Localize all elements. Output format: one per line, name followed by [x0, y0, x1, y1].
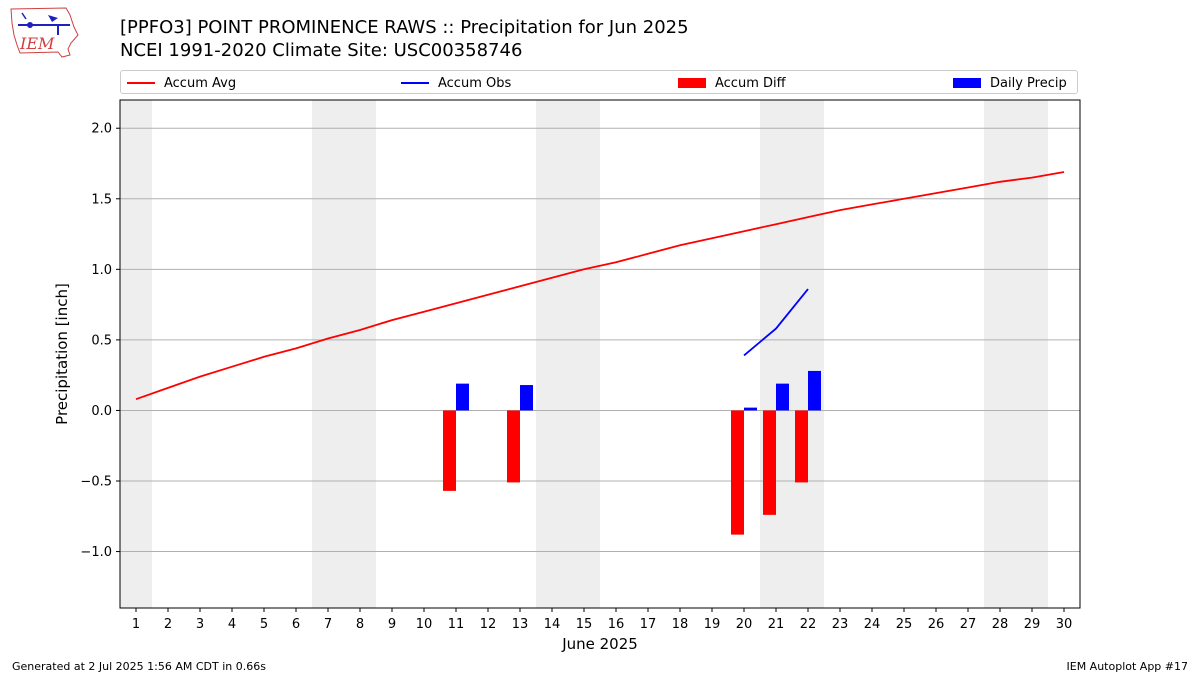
- daily-precip-bar: [744, 407, 757, 411]
- x-tick-label: 30: [1056, 617, 1073, 632]
- accum-avg-line: [135, 171, 1065, 401]
- daily-precip-bar: [456, 383, 469, 411]
- x-tick-label: 21: [768, 617, 785, 632]
- daily-precip-bar: [776, 383, 789, 411]
- x-axis-label: June 2025: [561, 635, 638, 653]
- y-tick-label: −0.5: [80, 475, 112, 490]
- x-tick-label: 9: [388, 617, 396, 632]
- legend-label-accum-diff: Accum Diff: [715, 75, 786, 91]
- x-tick-label: 23: [832, 617, 849, 632]
- legend-swatch-daily-precip: [953, 78, 981, 88]
- y-tick-label: 1.5: [91, 192, 112, 207]
- x-tick-label: 1: [132, 617, 140, 632]
- x-tick-label: 22: [800, 617, 817, 632]
- y-tick-label: 0.0: [91, 404, 112, 419]
- x-tick-label: 26: [928, 617, 945, 632]
- x-tick-label: 27: [960, 617, 977, 632]
- accum-diff-bar: [443, 410, 456, 491]
- accum-diff-bar: [507, 410, 520, 483]
- x-tick-label: 24: [864, 617, 881, 632]
- x-tick-label: 28: [992, 617, 1009, 632]
- x-tick-label: 15: [576, 617, 593, 632]
- y-axis-label: Precipitation [inch]: [53, 283, 71, 425]
- legend-item-daily-precip: Daily Precip: [953, 73, 1067, 93]
- x-tick-label: 11: [448, 617, 465, 632]
- x-tick-label: 19: [704, 617, 721, 632]
- weekend-band: [312, 100, 376, 608]
- legend-label-accum-obs: Accum Obs: [438, 75, 512, 91]
- x-tick-label: 16: [608, 617, 625, 632]
- legend-swatch-accum-avg: [127, 82, 155, 84]
- legend: Accum Avg Accum Obs Accum Diff Daily Pre…: [120, 70, 1078, 94]
- footer-app-label: IEM Autoplot App #17: [1066, 660, 1189, 673]
- x-tick-label: 17: [640, 617, 657, 632]
- x-tick-label: 12: [480, 617, 497, 632]
- x-tick-label: 3: [196, 617, 204, 632]
- daily-precip-bar: [808, 370, 821, 411]
- legend-swatch-accum-diff: [678, 78, 706, 88]
- y-tick-label: 1.0: [91, 263, 112, 278]
- legend-item-accum-avg: Accum Avg: [127, 73, 236, 93]
- chart-subtitle: NCEI 1991-2020 Climate Site: USC00358746: [120, 40, 523, 61]
- x-tick-label: 25: [896, 617, 913, 632]
- iem-logo: IEM: [10, 7, 79, 58]
- weekend-band: [120, 100, 152, 608]
- chart-title: [PPFO3] POINT PROMINENCE RAWS :: Precipi…: [120, 17, 689, 38]
- weekend-band: [760, 100, 824, 608]
- y-tick-label: 0.5: [91, 333, 112, 348]
- plot-frame: [119, 99, 1081, 609]
- accum-obs-line: [743, 288, 809, 357]
- x-tick-label: 14: [544, 617, 561, 632]
- x-tick-label: 8: [356, 617, 364, 632]
- legend-item-accum-obs: Accum Obs: [401, 73, 511, 93]
- legend-label-daily-precip: Daily Precip: [990, 75, 1067, 91]
- legend-swatch-accum-obs: [401, 82, 429, 84]
- legend-label-accum-avg: Accum Avg: [164, 75, 237, 91]
- x-tick-label: 5: [260, 617, 268, 632]
- footer-generated-text: Generated at 2 Jul 2025 1:56 AM CDT in 0…: [12, 660, 266, 673]
- x-tick-label: 10: [416, 617, 433, 632]
- logo-text: IEM: [19, 34, 55, 53]
- x-tick-label: 6: [292, 617, 300, 632]
- x-tick-label: 13: [512, 617, 529, 632]
- y-tick-label: 2.0: [91, 122, 112, 137]
- weekend-band: [536, 100, 600, 608]
- accum-diff-bar: [795, 410, 808, 483]
- accum-diff-bar: [731, 410, 744, 535]
- x-tick-label: 29: [1024, 617, 1041, 632]
- accum-diff-bar: [763, 410, 776, 515]
- legend-item-accum-diff: Accum Diff: [678, 73, 786, 93]
- x-tick-label: 4: [228, 617, 236, 632]
- x-tick-label: 20: [736, 617, 753, 632]
- y-tick-label: −1.0: [80, 545, 112, 560]
- weather-station-icon: [18, 12, 70, 35]
- x-tick-label: 7: [324, 617, 332, 632]
- daily-precip-bar: [520, 385, 533, 411]
- weekend-band: [984, 100, 1048, 608]
- x-tick-label: 18: [672, 617, 689, 632]
- x-tick-label: 2: [164, 617, 172, 632]
